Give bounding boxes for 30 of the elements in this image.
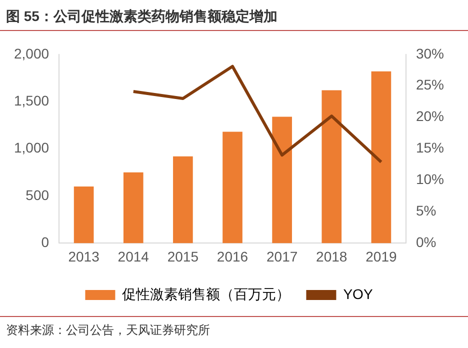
x-tick-label: 2015 xyxy=(167,248,199,264)
bar xyxy=(74,186,94,244)
x-tick-label: 2016 xyxy=(216,248,248,264)
y2-tick-label: 30% xyxy=(416,45,444,62)
bar xyxy=(371,71,392,244)
legend-label: YOY xyxy=(343,286,374,302)
y2-tick-label: 5% xyxy=(416,202,436,219)
x-tick-label: 2019 xyxy=(366,248,397,264)
y2-tick-label: 0% xyxy=(416,234,436,250)
y-tick-label: 2,000 xyxy=(14,45,50,62)
y-tick-label: 1,500 xyxy=(14,92,50,108)
y2-tick-label: 25% xyxy=(416,76,444,93)
y2-tick-label: 15% xyxy=(416,140,444,156)
bar xyxy=(322,90,342,244)
y-tick-label: 1,000 xyxy=(14,140,50,156)
x-tick-label: 2018 xyxy=(316,248,348,264)
legend-label: 促性激素销售额（百万元） xyxy=(122,286,290,302)
y-tick-label: 500 xyxy=(26,186,50,203)
chart-title: 图 55：公司促性激素类药物销售额稳定增加 xyxy=(6,8,278,26)
y2-tick-label: 10% xyxy=(416,171,444,188)
y2-tick-label: 20% xyxy=(416,108,444,124)
x-tick-label: 2013 xyxy=(68,248,100,264)
text: 资料来源：公司公告，天风证券研究所 xyxy=(6,322,210,339)
bar xyxy=(173,156,193,244)
bar xyxy=(123,172,144,244)
bar xyxy=(222,132,242,244)
x-tick-label: 2017 xyxy=(266,248,298,264)
bar xyxy=(272,116,292,244)
x-tick-label: 2014 xyxy=(118,248,150,264)
y-tick-label: 0 xyxy=(41,234,50,250)
